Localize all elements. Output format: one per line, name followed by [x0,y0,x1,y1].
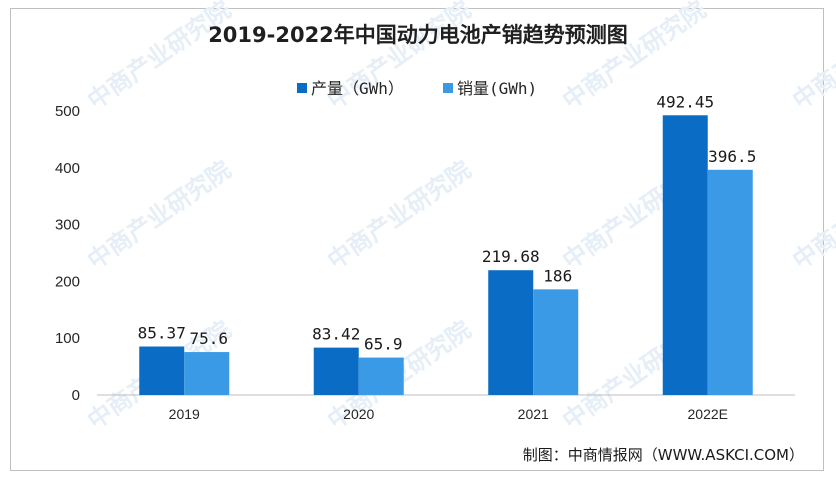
bar-production-2020 [313,347,359,395]
chart-title: 2019-2022年中国动力电池产销趋势预测图 [208,23,628,47]
y-tick-label: 300 [55,217,80,234]
legend: 产量（GWh） 销量(GWh) [297,79,537,98]
data-label-production-2019: 85.37 [138,324,186,343]
bar-production-2019 [139,346,185,395]
legend-swatch-sales [443,83,453,93]
legend-label-sales: 销量(GWh) [457,79,537,98]
data-label-sales-2019: 75.6 [189,329,228,348]
bar-series [139,115,753,396]
x-axis-categories: 2019 2020 2021 2022E [169,406,728,422]
y-axis: 0 100 200 300 400 500 [55,103,80,404]
data-label-sales-2022E: 396.5 [708,147,756,166]
y-tick-label: 500 [55,103,80,120]
bar-sales-2020 [358,357,404,395]
data-label-production-2021: 219.68 [482,247,540,266]
bar-sales-2021 [533,289,579,395]
x-category-label: 2022E [688,406,728,422]
data-label-sales-2020: 65.9 [364,335,403,354]
y-tick-label: 0 [72,387,80,404]
y-tick-label: 400 [55,160,80,177]
legend-label-production: 产量（GWh） [311,79,404,98]
x-category-label: 2019 [169,406,200,422]
watermark-text: 中商产业研究院 [787,156,836,275]
data-label-production-2022E: 492.45 [656,92,714,111]
watermark-text: 中商产业研究院 [82,0,236,115]
x-category-label: 2021 [518,406,549,422]
watermark-text: 中商产业研究院 [322,156,476,275]
bar-sales-2019 [184,352,230,395]
bar-production-2021 [488,270,534,395]
source-credit: 制图：中商情报网（WWW.ASKCI.COM） [523,446,804,464]
watermark-text: 中商产业研究院 [82,156,236,275]
bar-sales-2022E [707,169,753,395]
y-tick-label: 100 [55,330,80,347]
legend-swatch-production [297,83,307,93]
y-tick-label: 200 [55,273,80,290]
x-category-label: 2020 [343,406,374,422]
data-label-sales-2021: 186 [543,266,572,285]
watermark-text: 中商产业研究院 [787,0,836,115]
data-label-production-2020: 83.42 [312,325,360,344]
bar-production-2022E [662,115,708,396]
